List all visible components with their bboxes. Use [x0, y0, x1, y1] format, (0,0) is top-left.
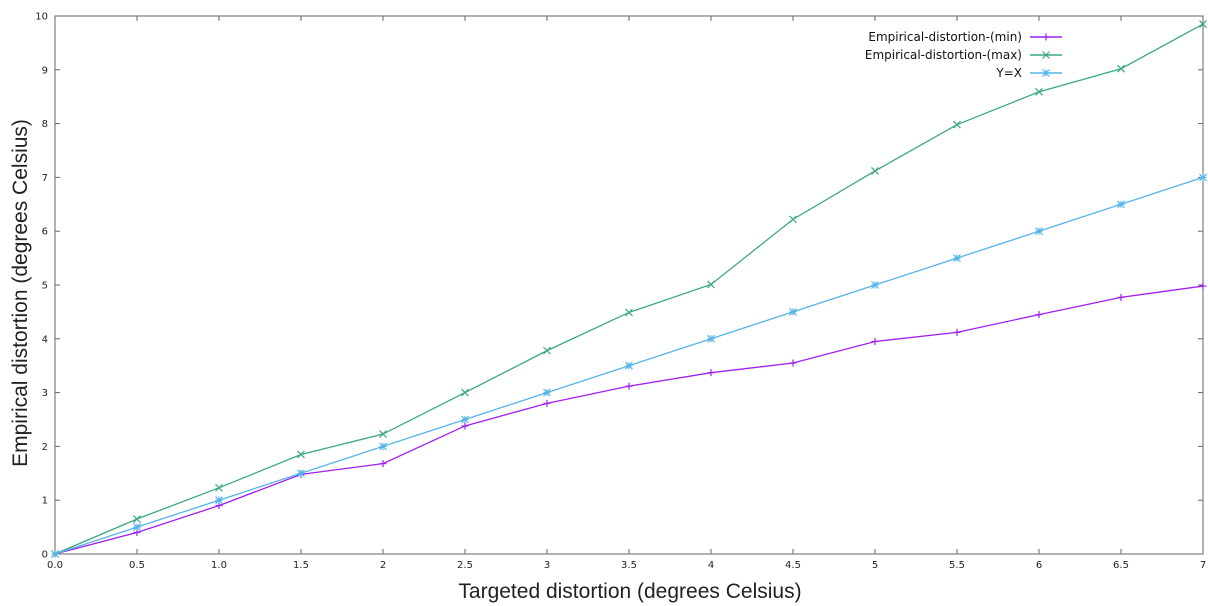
- data-point: [51, 550, 59, 558]
- series-line: [54, 285, 1204, 555]
- x-axis-label: Targeted distortion (degrees Celsius): [458, 580, 801, 603]
- data-point: [379, 430, 387, 438]
- x-tick-label: 0.0: [47, 560, 63, 571]
- data-point: [953, 254, 961, 263]
- data-point: [461, 388, 469, 397]
- x-tick-label: 0.5: [129, 560, 145, 571]
- data-point: [953, 328, 961, 336]
- data-point: [461, 415, 469, 424]
- data-point: [543, 346, 551, 355]
- data-point: [1117, 64, 1125, 73]
- data-point: [215, 483, 223, 492]
- y-tick-label: 9: [42, 65, 48, 76]
- x-tick-label: 6.5: [1113, 560, 1129, 571]
- data-point: [625, 382, 633, 390]
- data-point: [871, 337, 879, 345]
- y-tick-label: 8: [42, 119, 48, 130]
- x-tick-label: 5.5: [949, 560, 965, 571]
- data-point: [1035, 227, 1043, 236]
- x-tick-label: 6: [1036, 560, 1042, 571]
- data-point: [543, 388, 551, 397]
- x-tick-label: 7: [1200, 560, 1206, 571]
- data-point: [1117, 293, 1125, 301]
- data-point: [215, 496, 223, 505]
- data-point: [707, 334, 715, 343]
- data-point: [871, 167, 879, 175]
- x-axis-ticks: 0.0 0.5 1.0 1.5 2 2.5 3 3.5 4 4.5 5 5.5 6 6.5 7: [47, 16, 1206, 571]
- legend-label: Empirical-distortion-(max): [865, 48, 1022, 62]
- series-1: [51, 282, 1207, 558]
- y-axis-ticks: 0 1 2 3 4 5 6 7 8 9 10: [35, 12, 1203, 561]
- data-point: [789, 307, 797, 316]
- y-tick-label: 5: [42, 281, 48, 292]
- data-point: [625, 361, 633, 370]
- data-point: [1199, 173, 1207, 182]
- data-point: [133, 523, 141, 532]
- data-point: [953, 120, 961, 129]
- data-point: [543, 399, 551, 407]
- x-tick-label: 4.5: [785, 560, 801, 571]
- data-point: [1199, 282, 1207, 290]
- y-tick-label: 3: [42, 388, 48, 399]
- data-point: [379, 460, 387, 468]
- data-point: [1035, 311, 1043, 319]
- y-tick-label: 6: [42, 227, 48, 238]
- x-tick-label: 4: [708, 560, 714, 571]
- x-tick-label: 2.5: [457, 560, 473, 571]
- plot-frame: [54, 15, 1204, 555]
- x-tick-label: 1.5: [293, 560, 309, 571]
- legend: Empirical-distortion-(min) Empirical-dist…: [865, 30, 1062, 80]
- legend-item: Empirical-distortion-(max): [865, 48, 1062, 62]
- x-tick-label: 3: [544, 560, 550, 571]
- x-tick-label: 2: [380, 560, 386, 571]
- x-tick-label: 3.5: [621, 560, 637, 571]
- data-point: [379, 442, 387, 451]
- data-point: [707, 369, 715, 377]
- y-axis-label: Empirical distortion (degrees Celsius): [9, 119, 32, 467]
- data-point: [1117, 200, 1125, 209]
- legend-marker: [1042, 33, 1050, 41]
- legend-label: Y=X: [995, 66, 1022, 80]
- y-tick-label: 2: [42, 442, 48, 453]
- legend-marker: [1042, 51, 1050, 59]
- legend-marker: [1042, 69, 1050, 77]
- legend-item: Empirical-distortion-(min): [868, 30, 1062, 44]
- data-point: [297, 469, 305, 478]
- legend-label: Empirical-distortion-(min): [868, 30, 1022, 44]
- y-tick-label: 7: [42, 173, 48, 184]
- series-2: [51, 20, 1207, 558]
- y-tick-label: 1: [42, 496, 48, 507]
- plot-area: [54, 15, 1204, 555]
- data-point: [625, 308, 633, 317]
- data-point: [789, 215, 797, 224]
- series-layer: [51, 20, 1207, 558]
- data-point: [707, 280, 715, 289]
- legend-item: Y=X: [995, 66, 1062, 80]
- data-point: [133, 515, 141, 523]
- data-point: [1199, 20, 1207, 28]
- y-tick-label: 0: [42, 550, 48, 561]
- data-point: [871, 281, 879, 289]
- series-3: [51, 173, 1207, 558]
- series-line: [54, 23, 1204, 555]
- data-point: [297, 450, 305, 459]
- y-tick-label: 4: [42, 334, 48, 345]
- x-tick-label: 5: [872, 560, 878, 571]
- data-point: [789, 359, 797, 367]
- data-point: [1035, 87, 1043, 96]
- x-tick-label: 1.0: [211, 560, 227, 571]
- data-point: [461, 422, 469, 430]
- y-tick-label: 10: [35, 12, 48, 23]
